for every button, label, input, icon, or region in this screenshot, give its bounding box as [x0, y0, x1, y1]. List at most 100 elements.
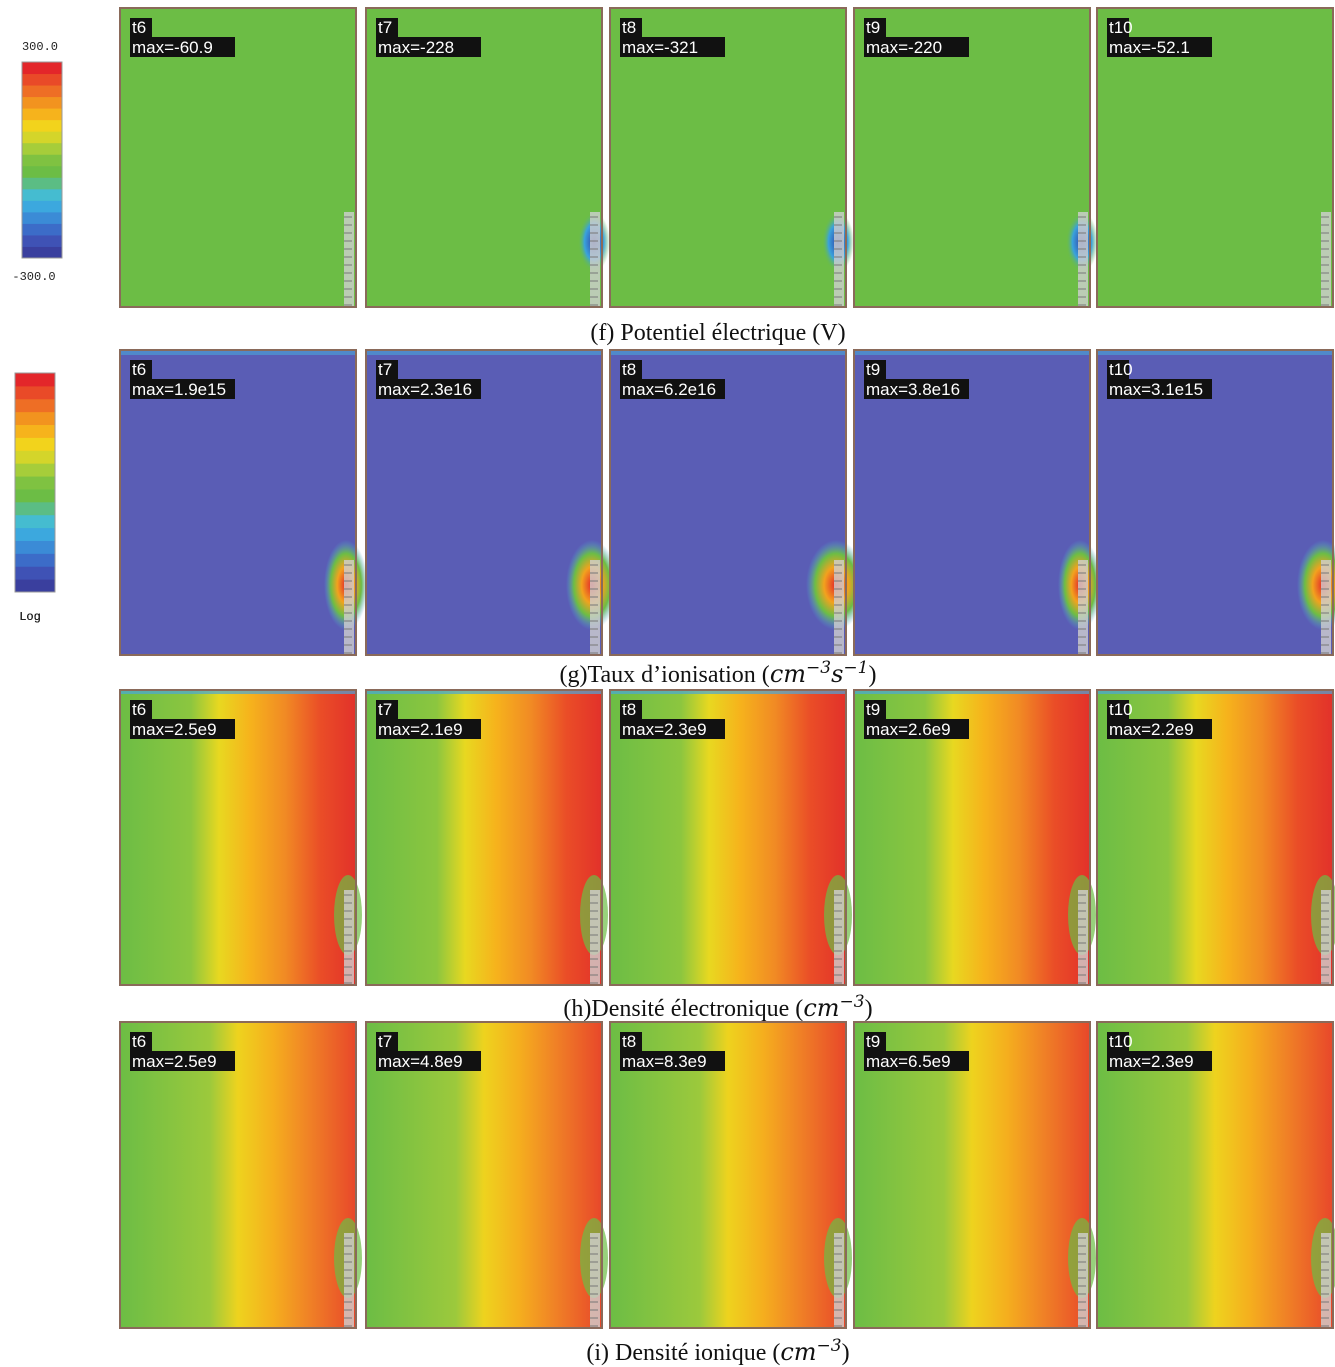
- label-box: [376, 1032, 398, 1051]
- caption-math: cm: [803, 994, 839, 1022]
- label-box: [130, 18, 152, 37]
- field-background: [366, 350, 602, 655]
- time-label: t8: [622, 18, 636, 37]
- caption: (i) Densité ionique (cm−3): [586, 1336, 849, 1366]
- caption-text: (i) Densité ionique (: [586, 1340, 780, 1366]
- label-box: [130, 1051, 235, 1071]
- max-label: max=3.8e16: [866, 380, 960, 399]
- colorbar-band: [15, 463, 55, 477]
- label-box: [376, 18, 398, 37]
- panel-frame: [609, 349, 847, 656]
- electrode: [1078, 890, 1088, 985]
- colorbar-frame: [14, 372, 56, 593]
- label-box: [864, 700, 886, 719]
- label-box: [376, 360, 398, 379]
- colorbar-band: [15, 579, 55, 593]
- field-edge: [1097, 350, 1333, 355]
- colorbar-label: Log: [19, 610, 41, 624]
- panel-frame: [119, 689, 357, 986]
- label-box: [864, 1051, 969, 1071]
- colorbar-label: Log: [19, 610, 41, 624]
- field-edge: [610, 690, 846, 694]
- colorbar-band: [22, 223, 62, 236]
- field-background: [610, 690, 846, 985]
- caption-text: (g)Taux d’ionisation (: [560, 662, 770, 688]
- caption-text: ): [842, 1340, 850, 1366]
- panel-frame: [1096, 1021, 1334, 1329]
- electrode: [590, 212, 600, 307]
- label-box: [130, 37, 235, 57]
- caption-text: (f) Potentiel électrique (V): [590, 320, 845, 346]
- electrode: [1321, 1233, 1331, 1328]
- caption-exp: −3: [806, 658, 831, 678]
- field-background: [854, 350, 1090, 655]
- time-label: t10: [1109, 700, 1133, 719]
- label-box: [620, 1032, 642, 1051]
- colorbar-band: [15, 540, 55, 554]
- time-label: t7: [378, 360, 392, 379]
- label-box: [1107, 37, 1212, 57]
- time-label: t9: [866, 360, 880, 379]
- panel-frame: [1096, 7, 1334, 308]
- field-background: [610, 1022, 846, 1328]
- colorbar-band: [15, 566, 55, 580]
- panel-frame: [853, 349, 1091, 656]
- colorbar-band: [22, 246, 62, 259]
- colorbar-band: [15, 514, 55, 529]
- electrode: [1321, 890, 1331, 985]
- label-box: [1107, 360, 1129, 379]
- time-label: t8: [622, 1032, 636, 1051]
- electrode: [834, 1233, 844, 1328]
- time-label: t7: [378, 1032, 392, 1051]
- time-label: t9: [866, 1032, 880, 1051]
- panel-frame: [365, 689, 603, 986]
- field-background: [366, 690, 602, 985]
- field-background: [1097, 1022, 1333, 1328]
- colorbar-band: [15, 398, 55, 413]
- colorbar-band: [22, 85, 62, 98]
- time-label: t7: [378, 700, 392, 719]
- max-label: max=6.5e9: [866, 1052, 951, 1071]
- label-box: [1107, 18, 1129, 37]
- panel-frame: [365, 349, 603, 656]
- label-box: [1107, 719, 1212, 739]
- electrode: [344, 1233, 354, 1328]
- field-background: [854, 8, 1090, 307]
- max-label: max=-52.1: [1109, 38, 1190, 57]
- time-label: t7: [378, 18, 392, 37]
- label-box: [1107, 1032, 1129, 1051]
- max-label: max=6.2e16: [622, 380, 716, 399]
- electrode: [834, 212, 844, 307]
- field-background: [120, 690, 356, 985]
- colorbar-max: 300.0: [22, 40, 58, 54]
- electrode: [834, 560, 844, 655]
- colorbar-label: Log: [19, 610, 41, 624]
- time-label: t10: [1109, 18, 1133, 37]
- max-label: max=-228: [378, 38, 454, 57]
- caption-math: s: [831, 660, 843, 688]
- field-background: [366, 1022, 602, 1328]
- max-label: max=1.9e15: [132, 380, 226, 399]
- colorbar-band: [22, 211, 62, 224]
- label-box: [620, 360, 642, 379]
- electrode: [1078, 560, 1088, 655]
- field-background: [1097, 8, 1333, 307]
- label-box: [620, 18, 642, 37]
- colorbar-band: [15, 424, 55, 438]
- panel-frame: [1096, 689, 1334, 986]
- colorbar-band: [22, 73, 62, 86]
- electrode: [590, 560, 600, 655]
- max-label: max=-60.9: [132, 38, 213, 57]
- caption-text: ): [865, 996, 873, 1022]
- electrode: [1078, 212, 1088, 307]
- caption-math: cm: [780, 1338, 816, 1366]
- colorbar-band: [22, 234, 62, 247]
